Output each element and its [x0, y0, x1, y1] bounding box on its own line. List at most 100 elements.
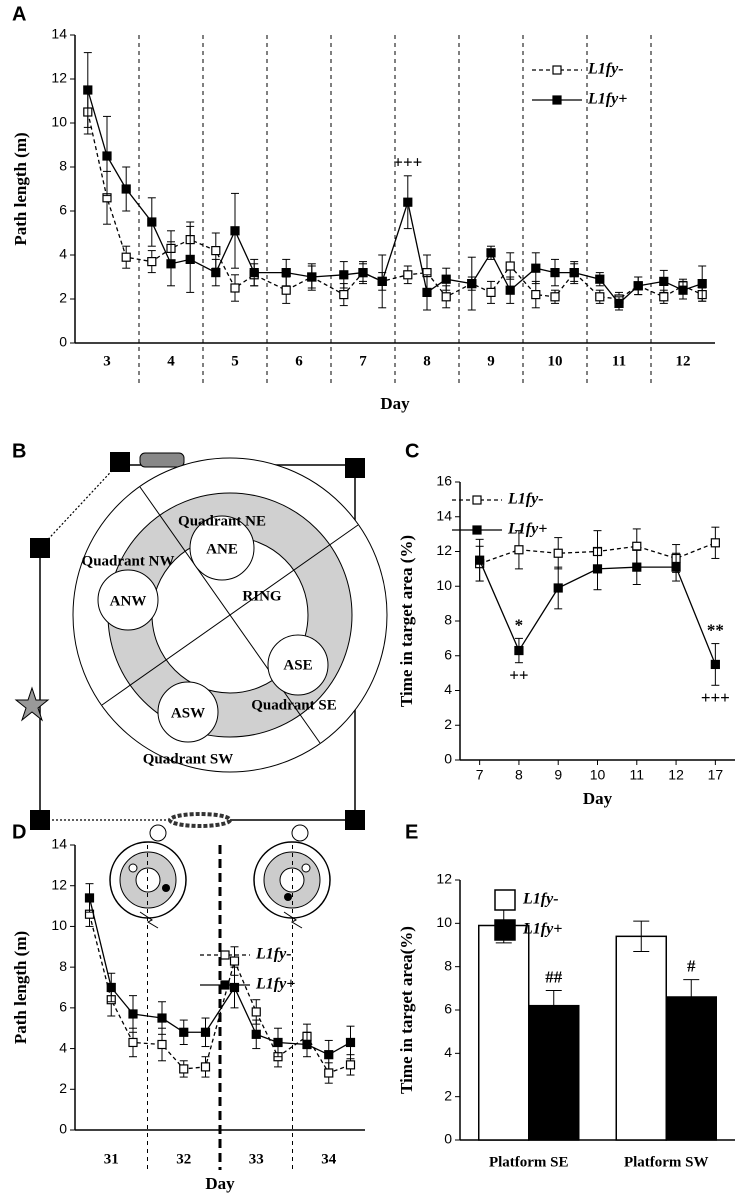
- y-tick-label: 4: [59, 246, 67, 262]
- x-tick-label: 3: [103, 353, 111, 369]
- marker: [200, 1027, 211, 1037]
- y-tick-label: 2: [59, 1080, 67, 1096]
- panel-letter: C: [405, 440, 419, 462]
- chart-panel: E 0 2 4 6 8 10 12 Time in target area(%) Platform…: [397, 821, 735, 1170]
- y-axis-label: Time in target area(%): [397, 926, 416, 1094]
- y-tick-label: 4: [444, 681, 452, 697]
- y-tick-label: 8: [444, 612, 452, 628]
- zone-label: Quadrant SE: [251, 697, 336, 713]
- marker: [229, 956, 240, 966]
- y-tick-label: 6: [59, 999, 67, 1015]
- x-tick-label: 12: [668, 767, 684, 783]
- x-tick-label: 11: [630, 767, 645, 783]
- legend-label: L1fy-: [255, 946, 292, 963]
- x-axis-label: Day: [205, 1174, 235, 1193]
- marker: [659, 276, 669, 286]
- x-tick-label: 9: [554, 767, 562, 783]
- y-tick-label: 2: [444, 1087, 452, 1103]
- x-axis-label: Day: [583, 789, 613, 808]
- x-tick-label: 6: [295, 353, 303, 369]
- marker: [230, 283, 240, 293]
- marker: [128, 1037, 138, 1048]
- marker: [632, 562, 642, 572]
- zone-label: RING: [242, 588, 282, 604]
- marker: [659, 292, 669, 302]
- marker: [569, 268, 579, 278]
- marker: [230, 226, 240, 236]
- legend-label: L1fy-: [587, 61, 624, 78]
- x-tick-label: 8: [423, 353, 431, 369]
- y-tick-label: 14: [51, 836, 67, 852]
- marker: [302, 1039, 312, 1050]
- marker: [273, 1037, 283, 1048]
- legend-label: L1fy+: [587, 91, 627, 108]
- marker: [324, 1050, 334, 1060]
- marker: [166, 259, 176, 269]
- y-tick-label: 12: [436, 871, 452, 887]
- legend-marker: [552, 95, 562, 105]
- x-tick-label: 7: [359, 353, 367, 369]
- x-tick-label: 34: [321, 1151, 337, 1167]
- y-tick-label: 0: [59, 334, 67, 350]
- y-tick-label: 6: [444, 646, 452, 662]
- panel-letter: E: [405, 821, 418, 843]
- legend-swatch: [494, 889, 516, 911]
- y-tick-label: 14: [51, 26, 67, 42]
- x-tick-label: 32: [176, 1151, 191, 1167]
- bar: [528, 1004, 580, 1141]
- marker: [553, 583, 563, 593]
- marker: [249, 268, 259, 278]
- marker: [200, 1062, 211, 1072]
- y-tick-label: 4: [59, 1039, 67, 1055]
- y-axis-label: Path length (m): [11, 132, 30, 245]
- marker: [358, 268, 368, 278]
- zone-label: Quadrant NE: [178, 513, 266, 529]
- legend-marker: [220, 950, 230, 960]
- x-tick-label: 10: [590, 767, 606, 783]
- x-tick-label: 31: [104, 1151, 119, 1167]
- bar: [615, 935, 667, 1141]
- legend-marker: [552, 65, 562, 75]
- significance-mark: +++: [393, 153, 422, 172]
- x-tick-label: 11: [612, 353, 626, 369]
- marker: [441, 292, 451, 302]
- marker: [475, 555, 485, 565]
- y-tick-label: 14: [436, 507, 452, 523]
- legend-label: L1fy-: [507, 491, 544, 508]
- marker: [422, 287, 432, 297]
- significance-mark: **: [707, 620, 724, 639]
- y-tick-label: 0: [59, 1121, 67, 1137]
- legend-marker: [220, 980, 230, 990]
- marker: [614, 298, 624, 308]
- y-tick-label: 12: [51, 876, 67, 892]
- marker: [553, 548, 563, 558]
- legend-label: L1fy+: [507, 521, 547, 538]
- marker: [505, 261, 515, 271]
- marker: [83, 85, 93, 95]
- marker: [128, 1009, 138, 1019]
- x-tick-label: 9: [487, 353, 495, 369]
- marker: [505, 285, 515, 295]
- marker: [697, 279, 707, 289]
- zone-label: ASE: [283, 657, 312, 673]
- y-tick-label: 8: [444, 957, 452, 973]
- y-tick-label: 6: [59, 202, 67, 218]
- marker: [251, 1029, 261, 1039]
- marker: [147, 257, 157, 267]
- legend-marker: [472, 495, 482, 505]
- y-tick-label: 16: [436, 473, 452, 489]
- y-tick-label: 0: [444, 1131, 452, 1147]
- marker: [678, 285, 688, 295]
- zone-label: ANE: [206, 541, 238, 557]
- x-tick-label: 33: [249, 1151, 264, 1167]
- marker: [157, 1013, 167, 1023]
- zone-label: Quadrant NW: [82, 553, 175, 569]
- marker: [185, 254, 195, 264]
- x-tick-label: 10: [548, 353, 563, 369]
- legend-label: L1fy-: [522, 891, 559, 908]
- x-tick-label: 4: [167, 353, 175, 369]
- y-tick-label: 10: [436, 914, 452, 930]
- marker: [595, 292, 605, 302]
- panel-letter: D: [12, 821, 26, 843]
